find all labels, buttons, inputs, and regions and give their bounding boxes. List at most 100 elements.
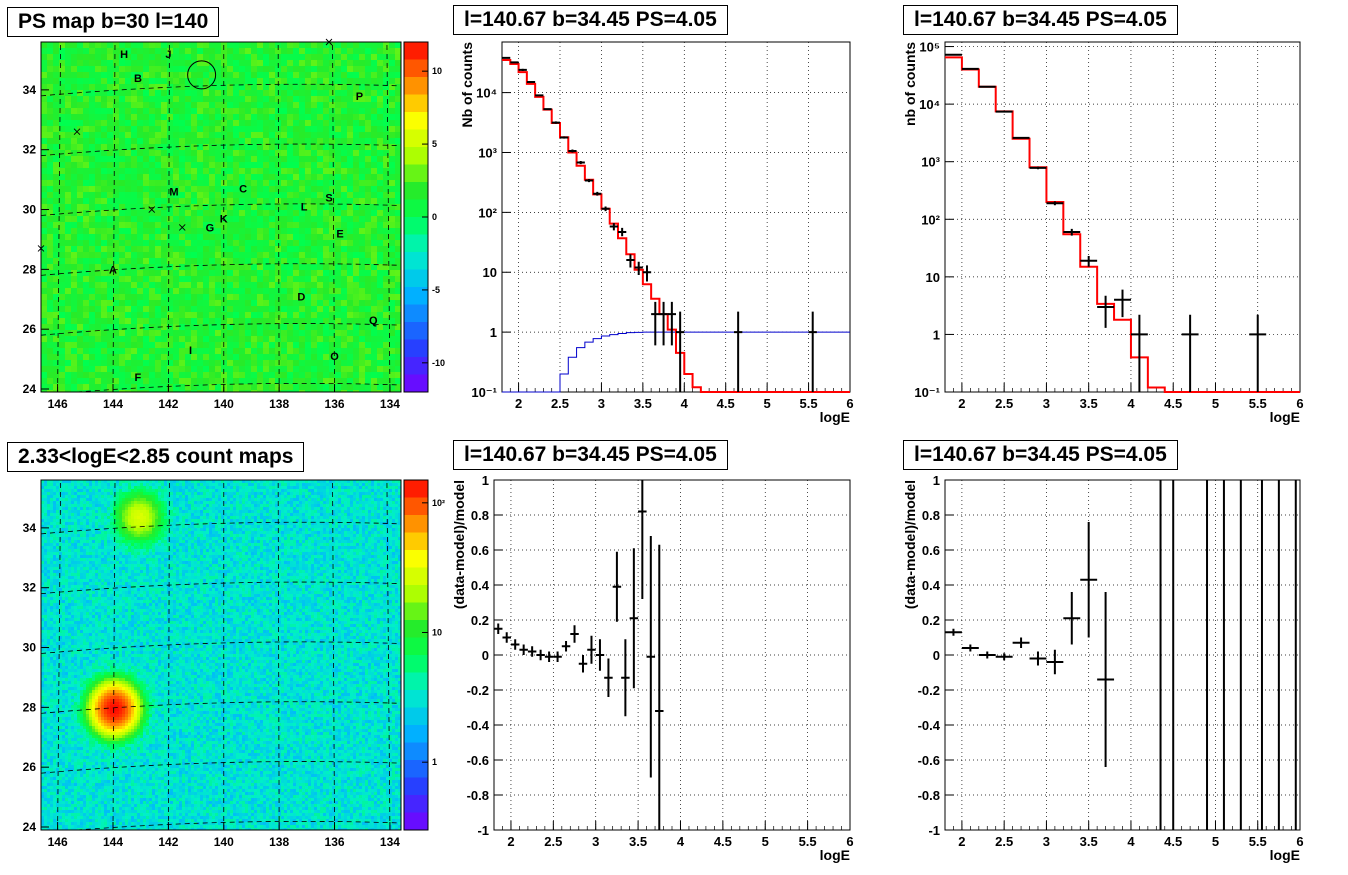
count-map-x-tick-label: 134	[380, 835, 400, 849]
ps-map-source-label: L	[301, 202, 308, 214]
spectrum-rebinned-x-label: logE	[1270, 409, 1300, 425]
spectrum-rebinned-y-tick-label: 10⁴	[919, 97, 940, 112]
residuals-rebinned-data-point	[978, 651, 996, 659]
spectrum-y-tick-label: 10³	[478, 145, 497, 160]
residuals-data-point	[638, 480, 647, 599]
spectrum-rebinned-y-tick-label: 1	[933, 327, 940, 342]
ps-map-y-tick-label: 32	[23, 143, 37, 157]
spectrum-rebinned-data-point	[1114, 289, 1131, 318]
spectrum-rebinned-data-point	[1080, 256, 1098, 267]
residuals-y-tick-label: -0.6	[467, 753, 489, 768]
spectrum-data-point	[626, 254, 635, 268]
residuals-data-point	[570, 625, 579, 643]
residuals-rebinned-data-point	[1097, 592, 1115, 767]
ps-map-source-label: A	[109, 264, 117, 276]
residuals-rebinned-data-point	[961, 644, 979, 652]
residuals-x-tick-label: 2.5	[544, 834, 562, 849]
residuals-rebinned-x-tick-label: 2.5	[995, 834, 1013, 849]
residuals-rebinned-data-point	[1063, 592, 1081, 645]
ps-map-source-label: C	[239, 184, 247, 196]
count-map-y-tick-label: 28	[23, 700, 37, 714]
residuals-rebinned-x-tick-label: 5.5	[1249, 834, 1267, 849]
spectrum-x-tick-label: 4.5	[717, 396, 735, 411]
ps-map-x-tick-label: 146	[48, 397, 68, 411]
count-map-colorbar-label: 10	[432, 628, 442, 638]
ps-map-x-tick-label: 136	[325, 397, 345, 411]
residuals-rebinned-x-label: logE	[1270, 847, 1300, 863]
count-map-x-tick-label: 144	[103, 835, 123, 849]
ps-map-source-label: I	[189, 345, 192, 357]
residuals-y-tick-label: -0.4	[467, 718, 490, 733]
residuals-rebinned-y-tick-label: -0.2	[918, 683, 940, 698]
spectrum-data-point	[526, 81, 536, 84]
residuals-rebinned-y-tick-label: 0.2	[922, 613, 940, 628]
ps-map-x-tick-label: 138	[269, 397, 289, 411]
residuals-title: l=140.67 b=34.45 PS=4.05	[453, 440, 728, 470]
count-map-y-tick-label: 32	[23, 581, 37, 595]
spectrum-rebinned-data-point	[978, 85, 996, 88]
residuals-y-tick-label: -0.2	[467, 683, 489, 698]
spectrum-rebinned-data-point	[1097, 295, 1115, 328]
residuals-y-tick-label: 0.2	[471, 613, 489, 628]
spectrum-rebinned-x-tick-label: 5.5	[1249, 396, 1267, 411]
ps-map-x-tick-label: 140	[214, 397, 234, 411]
ps-map-cross-marker	[178, 224, 186, 231]
spectrum-data-point	[601, 206, 610, 212]
spectrum-data-point	[659, 301, 668, 346]
residuals-data-point	[587, 635, 596, 664]
residuals-x-tick-label: 5	[762, 834, 769, 849]
residuals-x-tick-label: 4.5	[714, 834, 732, 849]
residuals-data-point	[494, 623, 503, 634]
spectrum-rebinned-y-tick-label: 10⁻¹	[914, 385, 940, 400]
spectrum-x-tick-label: 4	[681, 396, 689, 411]
residuals-data-point	[621, 639, 630, 717]
spectrum-rebinned-x-tick-label: 4	[1127, 396, 1135, 411]
residuals-y-tick-label: -0.8	[467, 788, 489, 803]
ps-map-source-label: M	[169, 187, 178, 199]
ps-map-x-tick-label: 134	[380, 397, 400, 411]
residuals-rebinned-y-tick-label: 1	[933, 473, 940, 488]
spectrum-x-tick-label: 3.5	[634, 396, 652, 411]
residuals-y-label: (data-model)/model	[451, 480, 467, 609]
residuals-rebinned-title: l=140.67 b=34.45 PS=4.05	[903, 440, 1178, 470]
spectrum-data-point	[518, 68, 527, 71]
spectrum-data-point	[560, 136, 569, 139]
spectrum-rebinned-x-tick-label: 6	[1296, 396, 1303, 411]
residuals-rebinned-x-tick-label: 3.5	[1080, 834, 1098, 849]
spectrum-x-tick-label: 2	[515, 396, 522, 411]
spectrum-y-tick-label: 10⁴	[476, 86, 497, 101]
residuals-y-tick-label: 0.6	[471, 543, 489, 558]
residuals-y-tick-label: 0.4	[471, 578, 490, 593]
residuals-data-point	[519, 644, 528, 655]
residuals-data-point	[536, 649, 545, 661]
ps-map-title: PS map b=30 l=140	[7, 7, 220, 37]
count-map-colorbar-frame	[403, 479, 429, 831]
spectrum-data-point	[667, 301, 676, 346]
residuals-rebinned-data-point	[1029, 651, 1047, 666]
residuals-x-tick-label: 6	[846, 834, 853, 849]
ps-map-colorbar-label: 10	[432, 66, 442, 76]
residuals-rebinned-x-tick-label: 4.5	[1164, 834, 1182, 849]
residuals-rebinned-x-tick-label: 6	[1296, 834, 1303, 849]
residuals-y-tick-label: 0.8	[471, 508, 489, 523]
spectrum-rebinned-data-point	[1181, 314, 1199, 392]
spectrum-x-tick-label: 5	[764, 396, 771, 411]
spectrum-data-point	[535, 94, 544, 97]
residuals-rebinned-y-tick-label: -1	[928, 823, 940, 838]
residuals-x-tick-label: 3	[592, 834, 599, 849]
ps-map-source-label: D	[297, 291, 305, 303]
spectrum-acceptance-curve	[502, 331, 850, 393]
spectrum-rebinned-data-point	[995, 110, 1013, 113]
residuals-x-tick-label: 3.5	[629, 834, 647, 849]
residuals-rebinned-data-point	[1080, 522, 1098, 638]
count-map-x-tick-label: 146	[48, 835, 68, 849]
ps-map-y-tick-label: 30	[23, 203, 37, 217]
ps-map-selection-circle	[187, 60, 217, 90]
spectrum-data-point	[642, 265, 652, 282]
spectrum-rebinned-x-tick-label: 2	[958, 396, 965, 411]
ps-map-source-label: B	[134, 73, 142, 85]
count-map-x-tick-label: 136	[325, 835, 345, 849]
